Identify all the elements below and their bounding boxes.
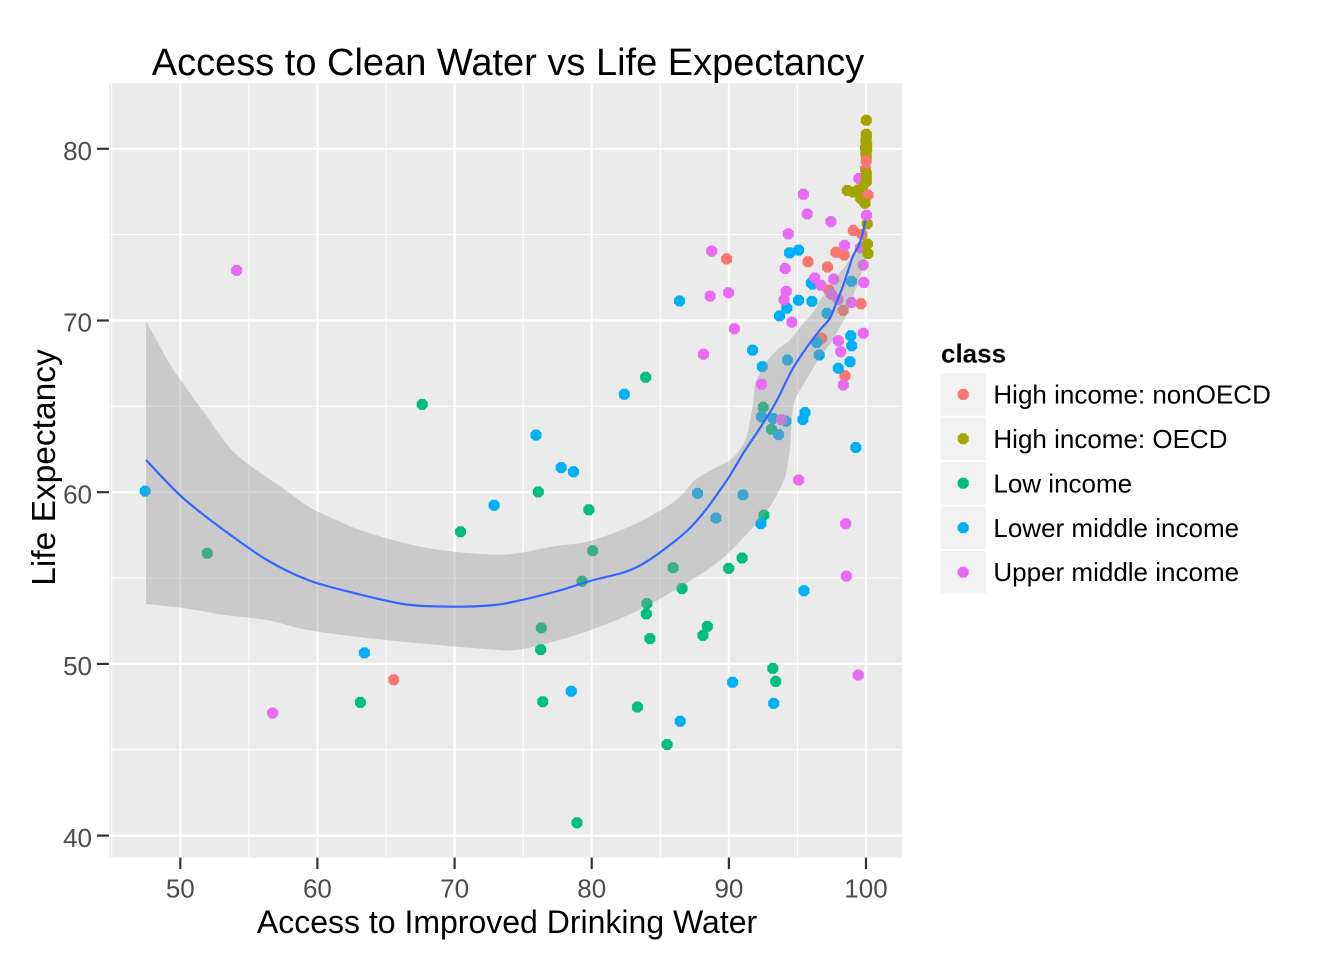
svg-text:High income: OECD: High income: OECD bbox=[993, 424, 1227, 454]
svg-text:High income: nonOECD: High income: nonOECD bbox=[993, 379, 1270, 409]
svg-text:class: class bbox=[941, 339, 1006, 369]
svg-text:Upper middle income: Upper middle income bbox=[993, 557, 1239, 587]
svg-text:60: 60 bbox=[303, 874, 332, 904]
svg-text:Low income: Low income bbox=[993, 468, 1132, 498]
svg-text:Life Expectancy: Life Expectancy bbox=[26, 349, 63, 586]
svg-text:Access to Clean Water vs Life: Access to Clean Water vs Life Expectancy bbox=[152, 42, 864, 84]
svg-text:80: 80 bbox=[577, 874, 606, 904]
svg-text:70: 70 bbox=[63, 308, 92, 338]
svg-text:50: 50 bbox=[63, 651, 92, 681]
svg-text:100: 100 bbox=[844, 874, 887, 904]
svg-text:Lower middle income: Lower middle income bbox=[993, 513, 1239, 543]
svg-text:50: 50 bbox=[166, 874, 195, 904]
svg-text:Access to Improved Drinking Wa: Access to Improved Drinking Water bbox=[257, 904, 758, 940]
svg-text:90: 90 bbox=[714, 874, 743, 904]
svg-text:80: 80 bbox=[63, 136, 92, 166]
svg-text:70: 70 bbox=[440, 874, 469, 904]
svg-text:60: 60 bbox=[63, 479, 92, 509]
svg-text:40: 40 bbox=[63, 823, 92, 853]
